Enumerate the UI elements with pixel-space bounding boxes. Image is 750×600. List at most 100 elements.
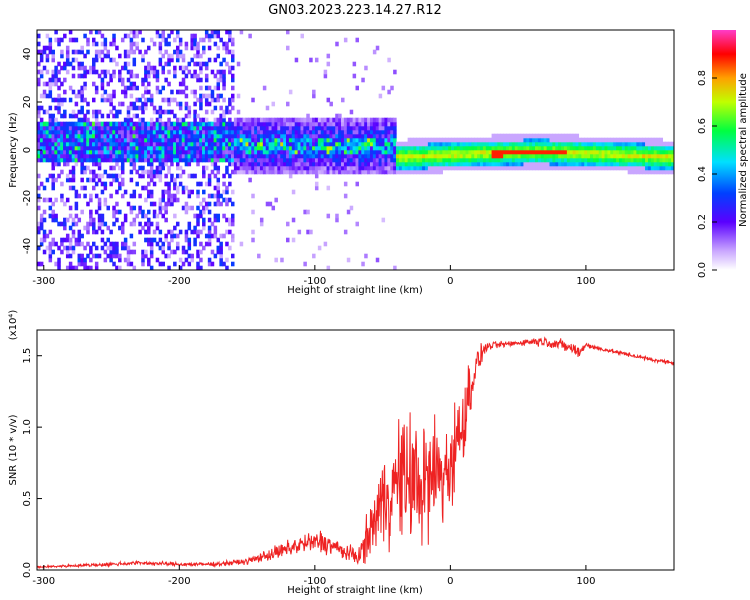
heatmap-cell	[393, 133, 397, 139]
y-tick-label: 1.0	[22, 419, 33, 435]
heatmap-cell	[204, 233, 209, 239]
heatmap-cell	[199, 65, 203, 71]
heatmap-cell	[312, 169, 316, 175]
heatmap-cell	[80, 137, 84, 143]
heatmap-cell	[294, 125, 299, 131]
heatmap-cell	[126, 61, 131, 67]
heatmap-cell	[219, 233, 223, 239]
heatmap-cell	[118, 69, 122, 75]
heatmap-cell	[480, 161, 484, 167]
heatmap-cell	[39, 237, 44, 243]
heatmap-cell	[387, 165, 391, 171]
heatmap-cell	[129, 141, 134, 147]
heatmap-cell	[210, 169, 215, 175]
heatmap-cell	[37, 61, 41, 67]
heatmap-cell	[236, 129, 241, 135]
heatmap-cell	[335, 113, 339, 119]
heatmap-cell	[320, 149, 325, 155]
heatmap-cell	[303, 149, 307, 155]
heatmap-cell	[135, 141, 139, 147]
heatmap-cell	[63, 121, 67, 127]
heatmap-cell	[83, 141, 87, 147]
heatmap-cell	[317, 169, 322, 175]
heatmap-cell	[352, 161, 357, 167]
heatmap-cell	[482, 161, 487, 167]
heatmap-cell	[352, 145, 357, 151]
heatmap-cell	[254, 157, 258, 163]
heatmap-cell	[225, 217, 229, 223]
heatmap-cell	[45, 233, 50, 239]
heatmap-cell	[616, 153, 620, 159]
heatmap-cell	[202, 137, 206, 143]
heatmap-cell	[120, 141, 125, 147]
heatmap-cell	[424, 157, 429, 163]
heatmap-cell	[184, 133, 189, 139]
heatmap-cell	[184, 249, 189, 255]
heatmap-cell	[508, 145, 513, 151]
heatmap-cell	[286, 153, 290, 159]
heatmap-cell	[48, 141, 53, 147]
heatmap-cell	[48, 213, 53, 219]
heatmap-cell	[129, 149, 134, 155]
heatmap-cell	[178, 173, 183, 179]
heatmap-cell	[231, 161, 235, 167]
heatmap-cell	[222, 133, 226, 139]
heatmap-cell	[202, 205, 206, 211]
heatmap-cell	[378, 125, 383, 131]
heatmap-cell	[407, 161, 412, 167]
heatmap-cell	[387, 149, 391, 155]
heatmap-cell	[372, 117, 377, 123]
heatmap-cell	[647, 141, 652, 147]
heatmap-cell	[257, 125, 261, 131]
heatmap-cell	[451, 145, 455, 151]
heatmap-cell	[283, 161, 287, 167]
heatmap-cell	[89, 149, 93, 155]
heatmap-cell	[48, 125, 53, 131]
heatmap-cell	[474, 141, 478, 147]
heatmap-cell	[158, 169, 163, 175]
heatmap-cell	[378, 129, 383, 135]
heatmap-cell	[65, 133, 70, 139]
heatmap-cell	[587, 157, 591, 163]
heatmap-cell	[100, 245, 105, 251]
heatmap-cell	[54, 69, 58, 75]
heatmap-cell	[129, 121, 134, 127]
heatmap-cell	[89, 169, 93, 175]
heatmap-cell	[535, 145, 539, 151]
heatmap-cell	[387, 89, 391, 95]
heatmap-cell	[268, 157, 273, 163]
heatmap-cell	[141, 257, 145, 263]
heatmap-cell	[173, 185, 177, 191]
heatmap-cell	[149, 249, 154, 255]
heatmap-cell	[83, 137, 87, 143]
heatmap-cell	[294, 57, 299, 63]
heatmap-cell	[112, 149, 116, 155]
heatmap-cell	[71, 233, 76, 239]
heatmap-cell	[132, 157, 137, 163]
heatmap-cell	[161, 133, 165, 139]
heatmap-cell	[404, 169, 409, 175]
heatmap-cell	[100, 113, 105, 119]
heatmap-cell	[132, 217, 137, 223]
heatmap-cell	[68, 213, 73, 219]
heatmap-cell	[80, 49, 84, 55]
heatmap-cell	[42, 185, 47, 191]
heatmap-cell	[477, 141, 481, 147]
heatmap-cell	[468, 137, 472, 143]
heatmap-cell	[173, 157, 177, 163]
heatmap-cell	[118, 153, 122, 159]
heatmap-cell	[419, 169, 423, 175]
heatmap-cell	[286, 133, 290, 139]
heatmap-cell	[662, 153, 666, 159]
heatmap-cell	[561, 157, 565, 163]
heatmap-cell	[92, 253, 96, 259]
heatmap-cell	[239, 137, 244, 143]
heatmap-cell	[532, 133, 536, 139]
heatmap-cell	[123, 125, 128, 131]
heatmap-cell	[659, 153, 664, 159]
heatmap-cell	[393, 121, 397, 127]
heatmap-cell	[202, 169, 206, 175]
heatmap-cell	[167, 201, 171, 207]
heatmap-cell	[320, 169, 325, 175]
heatmap-cell	[236, 157, 241, 163]
